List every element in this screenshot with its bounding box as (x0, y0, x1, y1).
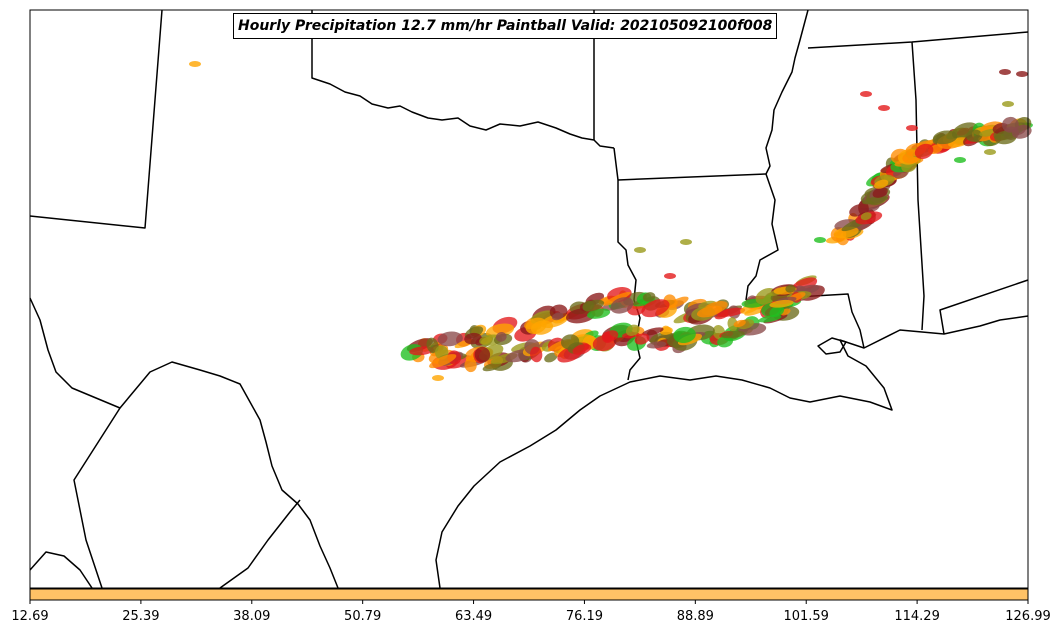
oklahoma-texas-red-river (311, 10, 615, 149)
precipitation-blob (664, 273, 676, 279)
precipitation-blob (437, 331, 463, 347)
precipitation-blob (641, 299, 670, 318)
precipitation-blob (758, 314, 782, 323)
state-boundaries (29, 9, 1029, 589)
precipitation-blob (602, 330, 619, 342)
precipitation-blob (680, 239, 692, 245)
colorbar-tick-label: 114.29 (894, 609, 940, 624)
precipitation-blob (551, 312, 564, 321)
precipitation-blob (906, 125, 918, 131)
precipitation-blob (610, 297, 634, 314)
precipitation-blob (872, 187, 888, 198)
precipitation-blob (646, 341, 667, 349)
tennessee-boundary (807, 31, 1029, 49)
precipitation-blob (994, 130, 1017, 145)
precipitation-blob (932, 130, 958, 145)
precipitation-blob (966, 129, 983, 142)
precipitation-blob (603, 291, 631, 306)
precipitation-blob (530, 346, 543, 363)
precipitation-blob (785, 284, 796, 293)
colorbar-tick-label: 50.79 (344, 609, 381, 624)
precipitation-blob (642, 292, 656, 302)
precipitation-blob (1011, 124, 1032, 139)
colorbar-tick-label: 63.49 (455, 609, 492, 624)
precipitation-blob (914, 143, 934, 160)
precipitation-blob (1016, 71, 1028, 77)
precipitation-blob (874, 179, 889, 189)
precipitation-blob (858, 200, 869, 216)
precipitation-blob (696, 305, 723, 318)
colorbar-tick-label: 126.99 (1005, 609, 1051, 624)
precipitation-blob (565, 308, 596, 324)
colorbar-tick-label: 12.69 (11, 609, 48, 624)
colorbar: 12.69 25.39 38.09 50.79 63.49 76.19 88.89 101.5… (11, 588, 1051, 624)
alabama-florida-boundary (939, 279, 1029, 335)
colorbar-fill (29, 588, 1029, 601)
precipitation-blob (769, 299, 794, 308)
colorbar-tick-label: 76.19 (566, 609, 603, 624)
precipitation-blob (572, 344, 592, 355)
precipitation-blob (999, 69, 1011, 75)
precipitation-blob (482, 362, 502, 372)
colorbar-ticks: 12.69 25.39 38.09 50.79 63.49 76.19 88.89 101.5… (11, 600, 1051, 624)
precipitation-blob (432, 375, 444, 381)
precipitation-blob (464, 358, 477, 373)
gulf-coastline (435, 315, 1029, 589)
precipitation-blob (429, 354, 457, 369)
precipitation-paintball (189, 61, 1033, 381)
precipitation-blob (634, 247, 646, 253)
precipitation-blob (642, 327, 664, 336)
precipitation-blob (544, 352, 558, 363)
map-title: Hourly Precipitation 12.7 mm/hr Paintbal… (233, 13, 778, 39)
mexico-state-line (29, 551, 93, 589)
precipitation-blob (560, 334, 580, 350)
precipitation-blob (878, 105, 890, 111)
precipitation-blob (862, 196, 889, 205)
precipitation-blob (717, 335, 734, 348)
map-frame (29, 9, 1029, 589)
chihuahua-line (219, 499, 301, 589)
precipitation-blob (954, 157, 966, 163)
mississippi-alabama-boundary (911, 41, 925, 331)
mexico-border (73, 407, 121, 589)
colorbar-tick-label: 88.89 (677, 609, 714, 624)
precipitation-blob (984, 149, 996, 155)
precipitation-blob (1002, 101, 1014, 107)
precipitation-blob (727, 317, 738, 332)
precipitation-blob (860, 91, 872, 97)
mississippi-river (745, 9, 809, 301)
precipitation-blob (814, 237, 826, 243)
colorbar-tick-label: 25.39 (122, 609, 159, 624)
texas-arkansas-louisiana-boundary (613, 147, 641, 381)
texas-new-mexico-boundary (29, 297, 339, 589)
precipitation-blob (769, 305, 785, 318)
colorbar-tick-label: 101.59 (783, 609, 829, 624)
arkansas-louisiana-boundary (617, 173, 767, 181)
oklahoma-panhandle-boundary (29, 9, 163, 229)
precipitation-blob (833, 226, 859, 239)
precipitation-blob (717, 307, 746, 317)
precipitation-blob (720, 330, 745, 339)
precipitation-blob (474, 346, 491, 363)
precipitation-blob (733, 319, 746, 328)
precipitation-blob (464, 332, 482, 345)
map-background (30, 10, 1028, 588)
precipitation-blob (625, 324, 640, 336)
precipitation-blob (582, 299, 605, 312)
precipitation-blob (495, 332, 507, 342)
precipitation-blob (587, 308, 611, 319)
colorbar-tick-label: 38.09 (233, 609, 270, 624)
precipitation-blob (189, 61, 201, 67)
precipitation-blob (634, 333, 650, 345)
precipitation-blob (673, 326, 696, 343)
precipitation-blob (860, 212, 872, 221)
lake-pontchartrain (817, 337, 847, 355)
